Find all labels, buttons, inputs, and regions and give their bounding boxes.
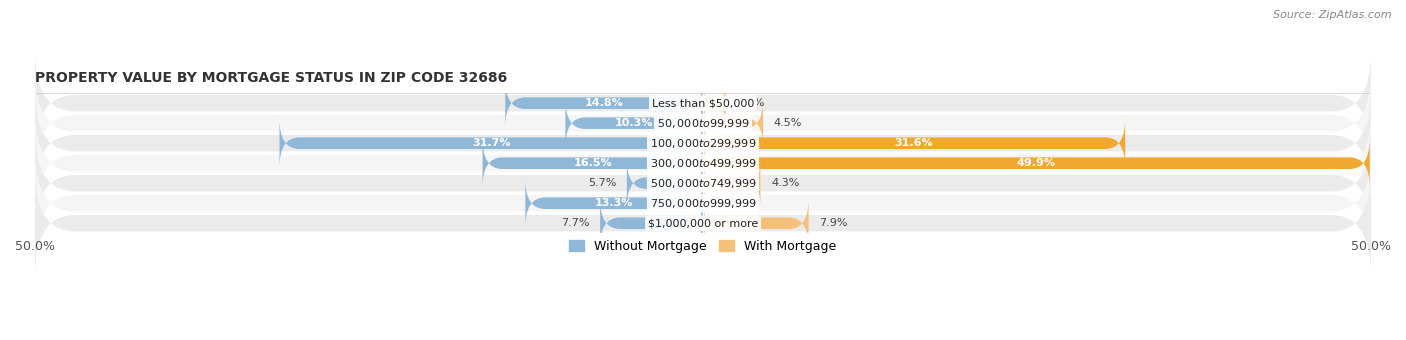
Text: $50,000 to $99,999: $50,000 to $99,999: [657, 117, 749, 130]
Text: 13.3%: 13.3%: [595, 198, 633, 208]
Text: 49.9%: 49.9%: [1017, 158, 1056, 168]
FancyBboxPatch shape: [35, 91, 1371, 195]
Text: 31.6%: 31.6%: [894, 138, 934, 148]
Text: PROPERTY VALUE BY MORTGAGE STATUS IN ZIP CODE 32686: PROPERTY VALUE BY MORTGAGE STATUS IN ZIP…: [35, 71, 508, 85]
FancyBboxPatch shape: [35, 71, 1371, 175]
FancyBboxPatch shape: [703, 119, 1125, 167]
Text: 14.8%: 14.8%: [585, 98, 623, 108]
FancyBboxPatch shape: [505, 79, 703, 128]
Text: Source: ZipAtlas.com: Source: ZipAtlas.com: [1274, 10, 1392, 20]
FancyBboxPatch shape: [600, 199, 703, 248]
Text: 31.7%: 31.7%: [472, 138, 510, 148]
FancyBboxPatch shape: [482, 139, 703, 187]
Text: $750,000 to $999,999: $750,000 to $999,999: [650, 197, 756, 210]
FancyBboxPatch shape: [35, 171, 1371, 275]
Text: $500,000 to $749,999: $500,000 to $749,999: [650, 177, 756, 190]
Text: 10.3%: 10.3%: [614, 118, 654, 128]
Text: 4.5%: 4.5%: [773, 118, 803, 128]
FancyBboxPatch shape: [35, 151, 1371, 255]
Text: 5.7%: 5.7%: [588, 178, 616, 188]
FancyBboxPatch shape: [703, 79, 725, 128]
FancyBboxPatch shape: [703, 139, 1369, 187]
FancyBboxPatch shape: [280, 119, 703, 167]
Text: Less than $50,000: Less than $50,000: [652, 98, 754, 108]
FancyBboxPatch shape: [703, 99, 763, 148]
Text: 16.5%: 16.5%: [574, 158, 612, 168]
FancyBboxPatch shape: [627, 159, 703, 207]
Text: 0.0%: 0.0%: [714, 198, 742, 208]
Text: 1.7%: 1.7%: [737, 98, 765, 108]
FancyBboxPatch shape: [35, 112, 1371, 215]
FancyBboxPatch shape: [703, 199, 808, 248]
Text: $100,000 to $299,999: $100,000 to $299,999: [650, 137, 756, 150]
Text: 7.7%: 7.7%: [561, 218, 589, 228]
Text: $1,000,000 or more: $1,000,000 or more: [648, 218, 758, 228]
Text: 4.3%: 4.3%: [770, 178, 800, 188]
FancyBboxPatch shape: [526, 179, 703, 227]
FancyBboxPatch shape: [35, 131, 1371, 235]
FancyBboxPatch shape: [35, 51, 1371, 155]
FancyBboxPatch shape: [703, 159, 761, 207]
Legend: Without Mortgage, With Mortgage: Without Mortgage, With Mortgage: [564, 235, 842, 258]
Text: $300,000 to $499,999: $300,000 to $499,999: [650, 157, 756, 170]
Text: 7.9%: 7.9%: [820, 218, 848, 228]
FancyBboxPatch shape: [565, 99, 703, 148]
